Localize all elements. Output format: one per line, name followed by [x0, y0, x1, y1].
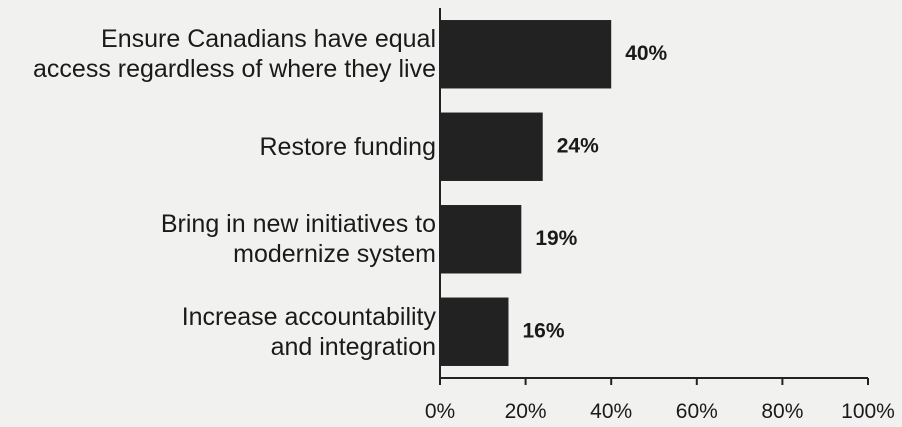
category-label: Ensure Canadians have equal access regar…: [33, 25, 436, 84]
category-label: Restore funding: [259, 132, 436, 161]
x-tick-label: 60%: [676, 400, 718, 423]
x-tick-label: 20%: [505, 400, 547, 423]
value-label: 40%: [625, 42, 667, 65]
value-label: 24%: [557, 134, 599, 157]
category-label: Increase accountability and integration: [181, 302, 436, 361]
x-tick-label: 80%: [761, 400, 803, 423]
bar: [440, 205, 522, 274]
bar: [440, 112, 543, 181]
x-tick-label: 100%: [841, 400, 895, 423]
x-tick-label: 0%: [425, 400, 455, 423]
x-tick-label: 40%: [590, 400, 632, 423]
value-label: 19%: [535, 227, 577, 250]
bar: [440, 297, 509, 366]
bar: [440, 20, 612, 89]
value-label: 16%: [522, 319, 564, 342]
category-label: Bring in new initiatives to modernize sy…: [160, 210, 436, 269]
